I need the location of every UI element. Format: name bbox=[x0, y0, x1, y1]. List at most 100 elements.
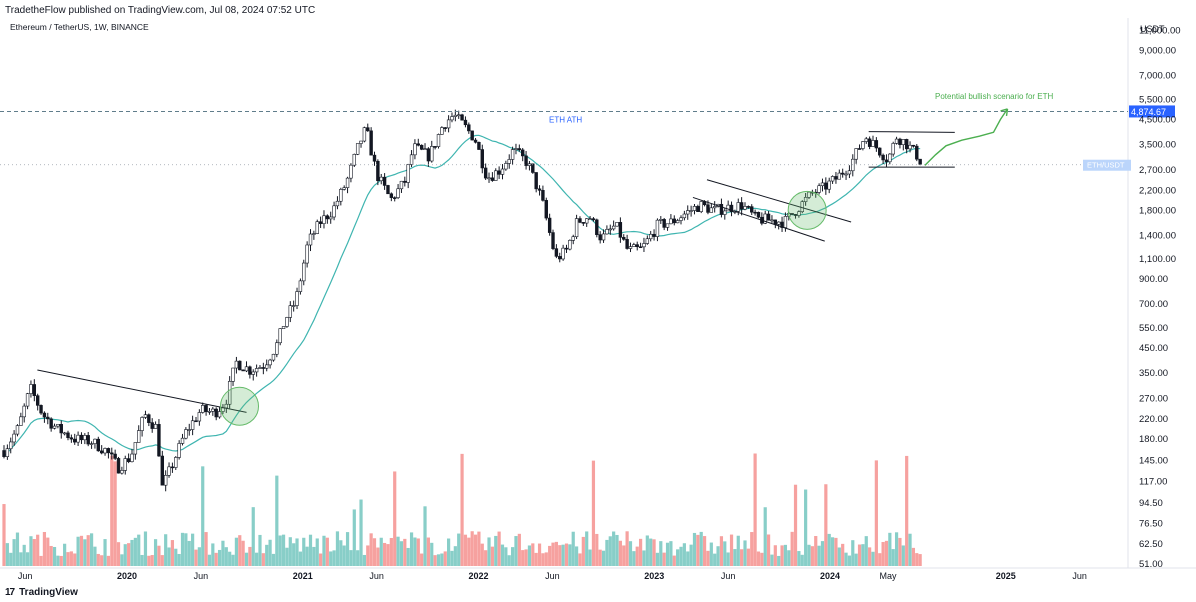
candle-down bbox=[753, 211, 757, 214]
volume-bar bbox=[699, 531, 703, 566]
candle-up bbox=[669, 218, 673, 225]
volume-bar bbox=[743, 540, 747, 566]
volume-bar bbox=[275, 475, 279, 566]
volume-bar bbox=[127, 543, 131, 566]
volume-bar bbox=[574, 546, 579, 566]
volume-bar bbox=[197, 547, 201, 566]
x-tick-label: Jun bbox=[721, 571, 736, 581]
candle-up bbox=[349, 164, 353, 179]
candle-up bbox=[359, 140, 363, 144]
volume-bar bbox=[554, 541, 558, 566]
volume-bar bbox=[649, 538, 653, 566]
volume-bar bbox=[376, 547, 380, 566]
candle-up bbox=[254, 368, 259, 373]
volume-bar bbox=[22, 544, 26, 566]
volume-bar bbox=[793, 484, 798, 566]
volume-bar bbox=[861, 544, 865, 566]
candle-down bbox=[106, 448, 111, 454]
volume-bar bbox=[413, 537, 417, 566]
candle-down bbox=[591, 218, 596, 221]
candle-down bbox=[881, 154, 885, 161]
volume-bar bbox=[29, 536, 33, 566]
y-tick-label: 11,000.00 bbox=[1139, 26, 1181, 37]
volume-bar bbox=[184, 533, 188, 566]
candle-up bbox=[9, 441, 13, 450]
candle-up bbox=[29, 384, 33, 394]
volume-bar bbox=[777, 555, 781, 566]
y-tick-label: 7,000.00 bbox=[1139, 71, 1176, 82]
volume-bar bbox=[221, 540, 225, 566]
candle-down bbox=[66, 432, 70, 438]
volume-bar bbox=[457, 533, 461, 566]
volume-bar bbox=[723, 541, 727, 566]
y-tick-label: 350.00 bbox=[1139, 368, 1168, 379]
candle-up bbox=[379, 176, 383, 182]
volume-bar bbox=[645, 535, 649, 566]
candle-down bbox=[113, 453, 117, 459]
volume-bar bbox=[335, 531, 340, 566]
volume-bar bbox=[147, 555, 151, 566]
volume-bar bbox=[426, 537, 430, 566]
candle-up bbox=[89, 443, 94, 445]
candle-down bbox=[147, 414, 151, 423]
x-tick-label: Jun bbox=[18, 571, 33, 581]
candle-up bbox=[712, 206, 717, 209]
candle-up bbox=[871, 140, 875, 147]
candle-down bbox=[426, 148, 431, 162]
volume-bar bbox=[504, 547, 508, 566]
candle-up bbox=[864, 138, 868, 142]
volume-bar bbox=[659, 541, 663, 566]
tradingview-logo[interactable]: 17 TradingView bbox=[5, 587, 78, 598]
volume-bar bbox=[834, 537, 838, 566]
candle-up bbox=[83, 435, 87, 441]
volume-bar bbox=[864, 536, 868, 566]
candles-layer bbox=[2, 109, 922, 492]
volume-bar bbox=[814, 536, 818, 566]
candle-up bbox=[298, 280, 303, 292]
candle-down bbox=[460, 114, 464, 121]
volume-bar bbox=[386, 544, 390, 566]
current-price-badge bbox=[1083, 159, 1131, 171]
volume-bar bbox=[908, 533, 912, 566]
candle-up bbox=[197, 412, 202, 422]
volume-bar bbox=[881, 542, 885, 566]
candle-up bbox=[177, 443, 181, 458]
volume-bar bbox=[548, 545, 552, 566]
candle-up bbox=[800, 201, 804, 212]
bullish-scenario-path bbox=[924, 108, 1009, 166]
volume-bar bbox=[217, 549, 222, 566]
candle-down bbox=[49, 418, 53, 429]
candle-up bbox=[362, 127, 367, 142]
candle-up bbox=[180, 437, 185, 444]
candle-up bbox=[399, 180, 404, 190]
volume-bar bbox=[86, 535, 90, 566]
volume-bar bbox=[527, 545, 532, 566]
volume-bar bbox=[497, 531, 501, 566]
volume-bar bbox=[153, 539, 158, 566]
volume-bar bbox=[517, 533, 521, 566]
candle-up bbox=[601, 233, 606, 241]
volume-bar bbox=[766, 534, 771, 566]
candle-up bbox=[15, 425, 20, 435]
volume-bar bbox=[319, 553, 323, 566]
volume-bar bbox=[89, 533, 94, 566]
candle-up bbox=[19, 416, 23, 426]
y-tick-label: 76.50 bbox=[1139, 519, 1163, 530]
candle-up bbox=[302, 262, 306, 282]
volume-bar bbox=[726, 552, 730, 566]
volume-bar bbox=[911, 547, 916, 566]
volume-bar bbox=[915, 553, 919, 566]
candle-up bbox=[355, 143, 360, 155]
volume-bar bbox=[918, 554, 922, 566]
y-tick-label: 1,100.00 bbox=[1139, 254, 1176, 265]
candle-up bbox=[820, 182, 825, 187]
volume-bar bbox=[211, 543, 215, 566]
volume-bar bbox=[898, 537, 902, 566]
volume-bar bbox=[164, 534, 168, 566]
candle-up bbox=[335, 200, 340, 207]
candle-up bbox=[244, 366, 249, 372]
candle-down bbox=[547, 217, 552, 233]
volume-bar bbox=[447, 538, 451, 566]
candle-down bbox=[662, 219, 666, 228]
